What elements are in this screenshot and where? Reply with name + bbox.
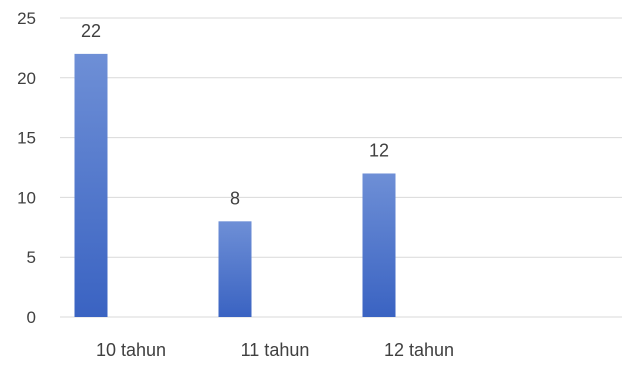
bar [74,53,108,317]
x-axis-labels: 10 tahun 11 tahun 12 tahun [96,340,454,360]
y-tick-label: 10 [17,188,36,207]
data-label: 22 [81,21,101,41]
x-tick-label: 10 tahun [96,340,166,360]
y-tick-label: 20 [17,69,36,88]
y-tick-label: 0 [27,308,36,327]
y-tick-label: 25 [17,9,36,28]
y-axis-ticks: 0 5 10 15 20 25 [17,9,36,327]
data-label: 12 [369,140,389,160]
y-tick-label: 5 [27,248,36,267]
bar [218,221,252,317]
x-tick-label: 12 tahun [384,340,454,360]
data-label: 8 [230,188,240,208]
data-labels: 22 8 12 [81,21,389,208]
bar [362,173,396,317]
x-tick-label: 11 tahun [241,340,310,360]
bars [74,53,396,317]
gridlines [60,17,622,318]
y-tick-label: 15 [17,129,36,148]
